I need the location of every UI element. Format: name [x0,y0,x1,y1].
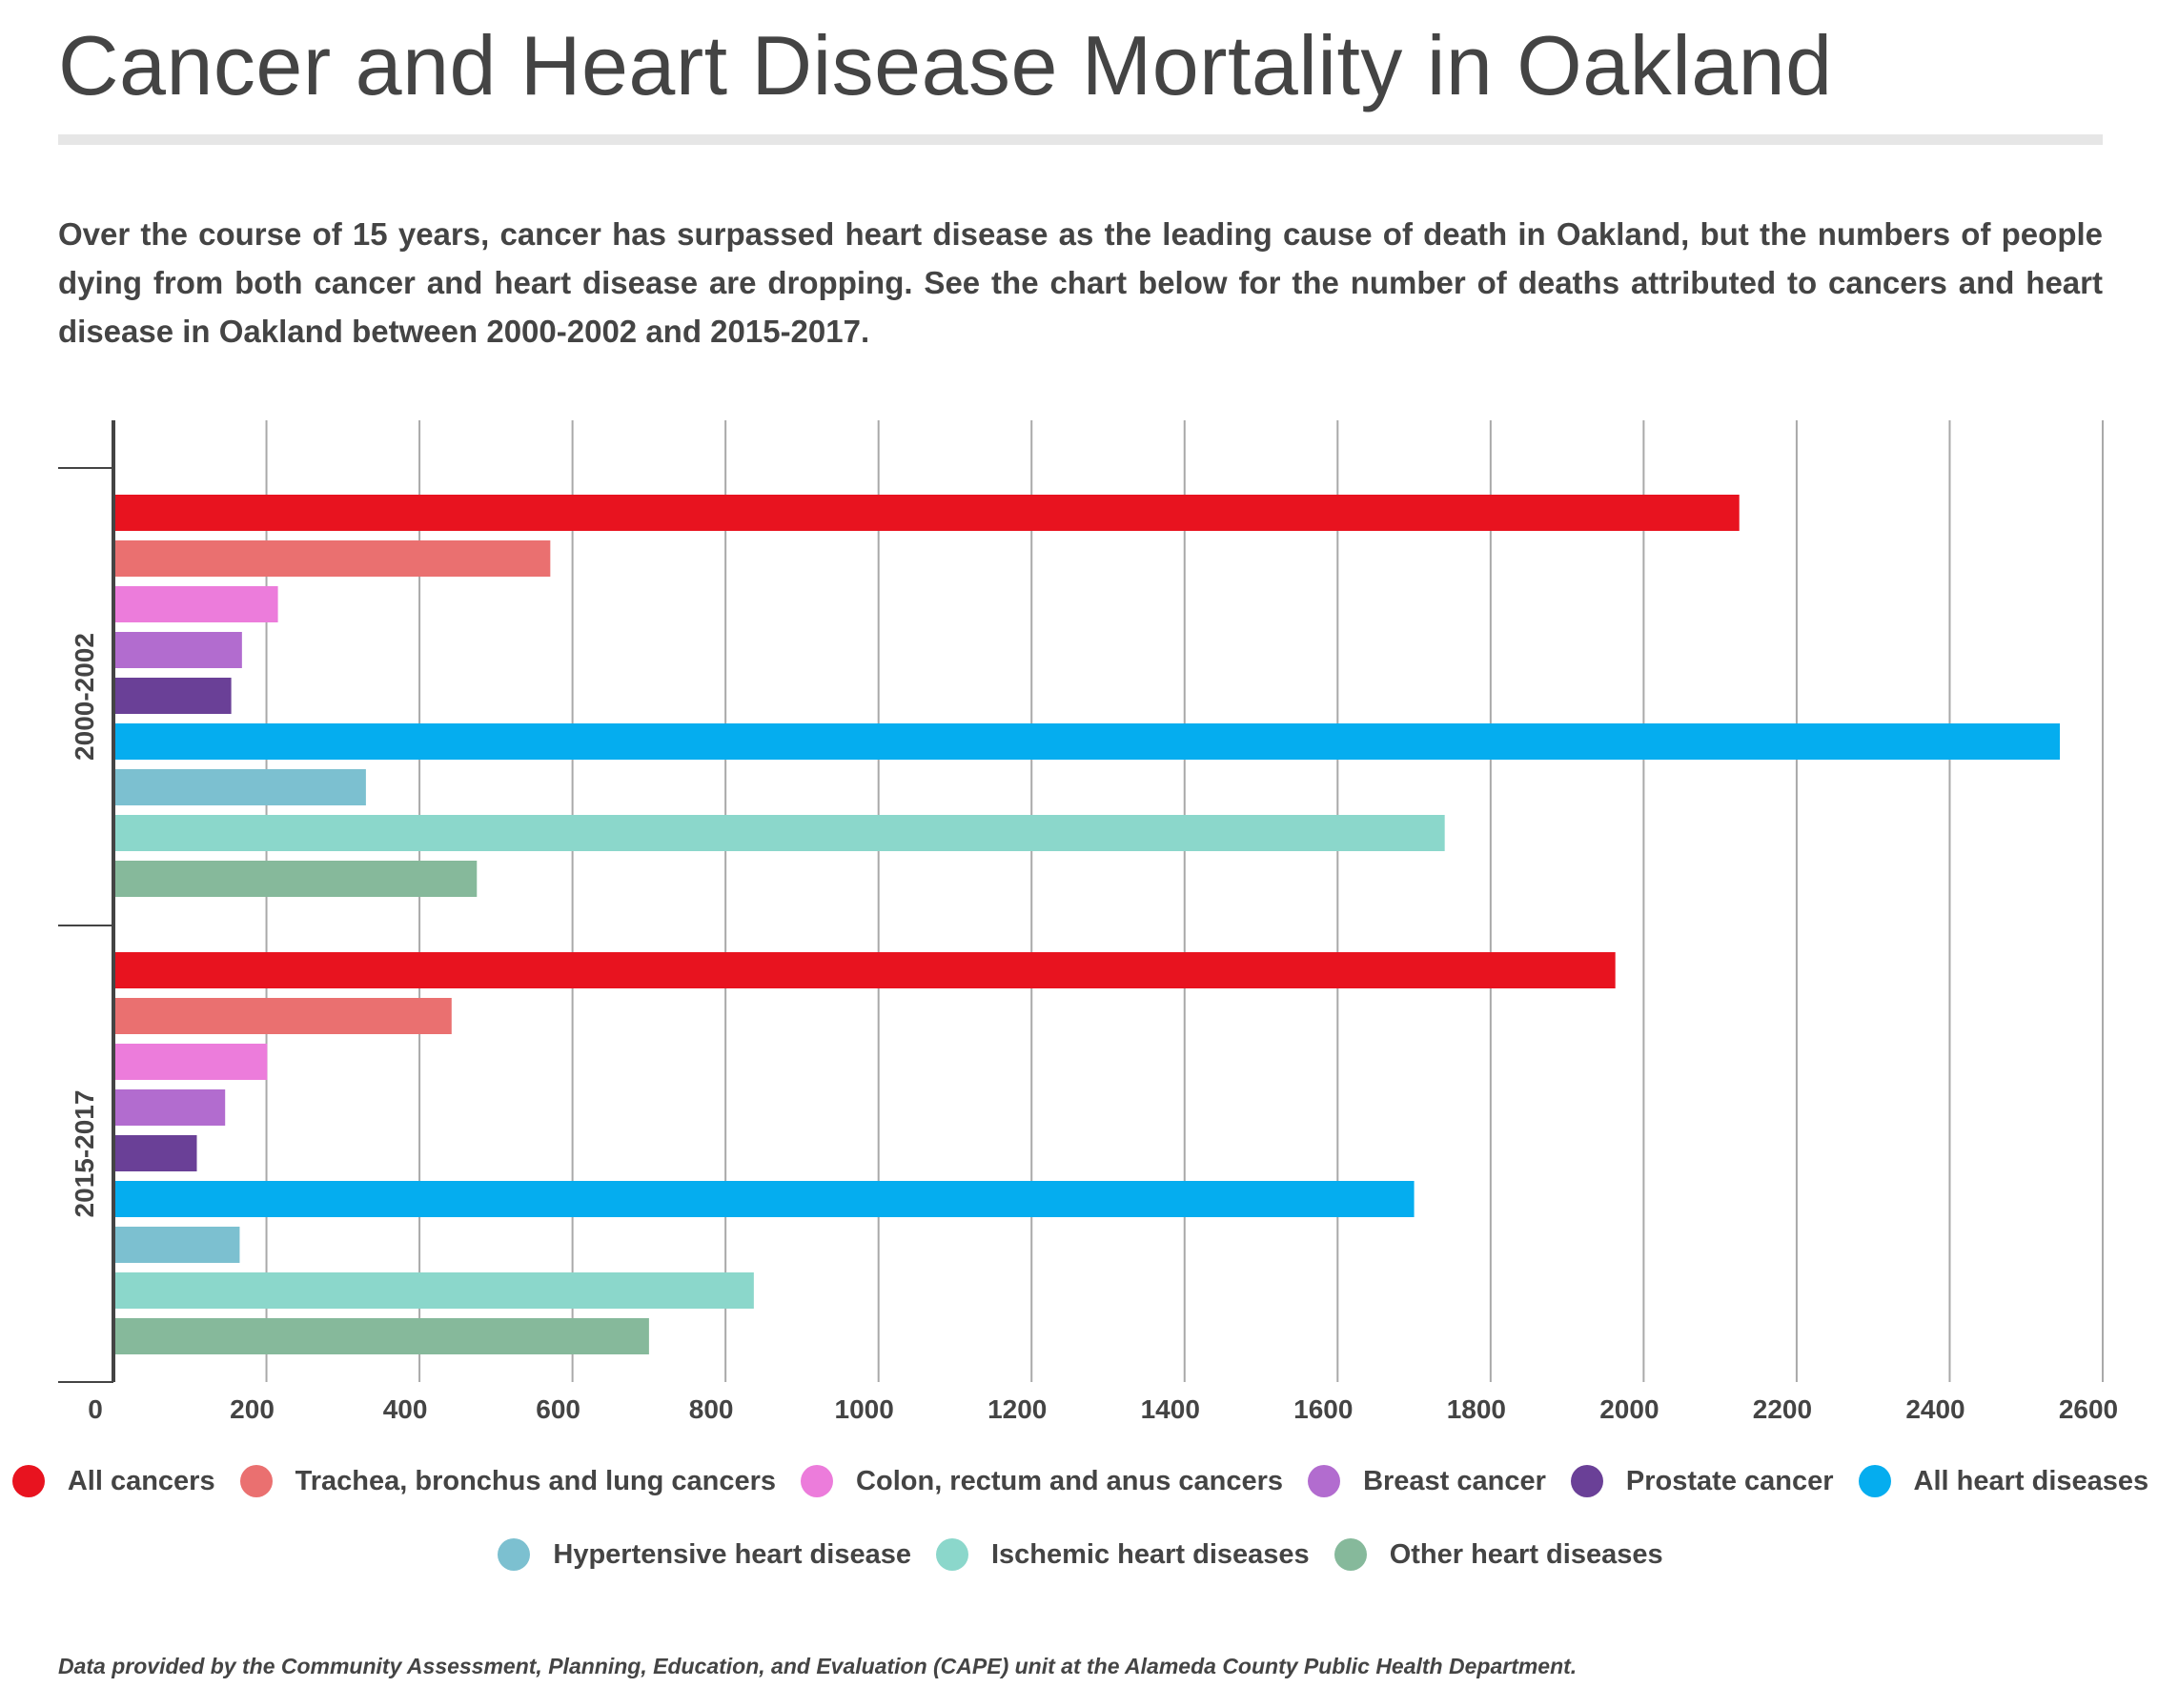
legend-item-other-heart-diseases: Other heart diseases [1333,1538,1663,1571]
x-tick-label-1400: 1400 [1141,1394,1200,1424]
bar-2015-2017-hypertensive-heart-disease [113,1227,240,1263]
gridlines [265,420,2104,1382]
axes [58,420,115,1383]
x-tick-label-1800: 1800 [1447,1394,1506,1424]
bar-2015-2017-all-heart-diseases [113,1181,1415,1217]
x-tick-label-2600: 2600 [2059,1394,2118,1424]
legend-swatch [1308,1465,1341,1497]
x-tick-label-2200: 2200 [1753,1394,1812,1424]
legend-label: Breast cancer [1363,1465,1546,1496]
source-note: Data provided by the Community Assessmen… [58,1654,1578,1678]
legend-item-trachea-bronchus-and-lung-cancers: Trachea, bronchus and lung cancers [239,1465,777,1497]
legend-swatch [11,1465,45,1497]
bar-2000-2002-trachea-bronchus-and-lung-cancers [113,540,551,577]
intro-paragraph: Over the course of 15 years, cancer has … [58,216,2103,349]
legend-item-hypertensive-heart-disease: Hypertensive heart disease [498,1538,911,1571]
legend-item-ischemic-heart-diseases: Ischemic heart diseases [935,1538,1310,1571]
legend-label: Prostate cancer [1625,1465,1834,1496]
bar-2015-2017-prostate-cancer [113,1135,197,1171]
bar-2015-2017-trachea-bronchus-and-lung-cancers [113,998,452,1034]
legend-label: Ischemic heart diseases [990,1538,1310,1570]
legend-label: All heart diseases [1913,1465,2149,1496]
x-tick-label-2400: 2400 [1905,1394,1965,1424]
legend-label: Colon, rectum and anus cancers [856,1465,1284,1496]
y-category-label-2000-2002: 2000-2002 [70,633,99,761]
bar-2000-2002-prostate-cancer [113,678,232,714]
bar-2000-2002-hypertensive-heart-disease [113,769,366,805]
legend-label: Trachea, bronchus and lung cancers [295,1465,777,1496]
legend-swatch [1333,1538,1367,1571]
bar-2015-2017-colon-rectum-and-anus-cancers [113,1044,268,1080]
bar-2015-2017-ischemic-heart-diseases [113,1272,754,1309]
legend-item-all-cancers: All cancers [11,1465,215,1497]
legend-swatch [1570,1465,1603,1497]
legend-swatch [498,1538,531,1571]
x-tick-label-1200: 1200 [987,1394,1047,1424]
title-divider [58,134,2103,145]
x-tick-label-200: 200 [230,1394,275,1424]
legend-item-prostate-cancer: Prostate cancer [1570,1465,1834,1497]
legend-label: Hypertensive heart disease [553,1538,911,1570]
bar-2000-2002-colon-rectum-and-anus-cancers [113,586,278,622]
legend-swatch [935,1538,968,1571]
legend-swatch [1858,1465,1891,1497]
legend-label: Other heart diseases [1389,1538,1663,1570]
bar-2000-2002-ischemic-heart-diseases [113,815,1445,851]
legend-label: All cancers [67,1465,215,1496]
bar-2000-2002-all-cancers [113,495,1740,531]
legend-swatch [239,1465,273,1497]
bar-2000-2002-breast-cancer [113,632,242,668]
x-tick-label-1000: 1000 [835,1394,894,1424]
bar-2015-2017-all-cancers [113,952,1616,988]
chart-title: Cancer and Heart Disease Mortality in Oa… [58,18,1833,112]
legend-swatch [801,1465,834,1497]
legend-item-breast-cancer: Breast cancer [1308,1465,1546,1497]
x-tick-label-0: 0 [88,1394,103,1424]
bar-chart: 0 200 400 600 800 1000 1200 1400 1600 1800 2000 220… [58,420,2118,1424]
tick-labels: 0 200 400 600 800 1000 1200 1400 1600 1800 2000 220… [70,633,2118,1424]
legend-row-1: All cancers Trachea, bronchus and lung ca… [11,1465,2148,1497]
x-tick-label-600: 600 [536,1394,580,1424]
legend-row-2: Hypertensive heart disease Ischemic heart… [58,1538,2103,1571]
bar-2015-2017-breast-cancer [113,1089,226,1126]
y-category-label-2015-2017: 2015-2017 [70,1090,99,1218]
x-tick-label-800: 800 [689,1394,734,1424]
bar-2000-2002-all-heart-diseases [113,723,2061,760]
x-tick-label-1600: 1600 [1293,1394,1353,1424]
bars [113,495,2061,1354]
legend-item-all-heart-diseases: All heart diseases [1858,1465,2149,1497]
x-tick-label-2000: 2000 [1599,1394,1659,1424]
x-tick-label-400: 400 [383,1394,428,1424]
bar-2000-2002-other-heart-diseases [113,861,478,897]
bar-2015-2017-other-heart-diseases [113,1318,649,1354]
legend-item-colon-rectum-and-anus-cancers: Colon, rectum and anus cancers [801,1465,1283,1497]
